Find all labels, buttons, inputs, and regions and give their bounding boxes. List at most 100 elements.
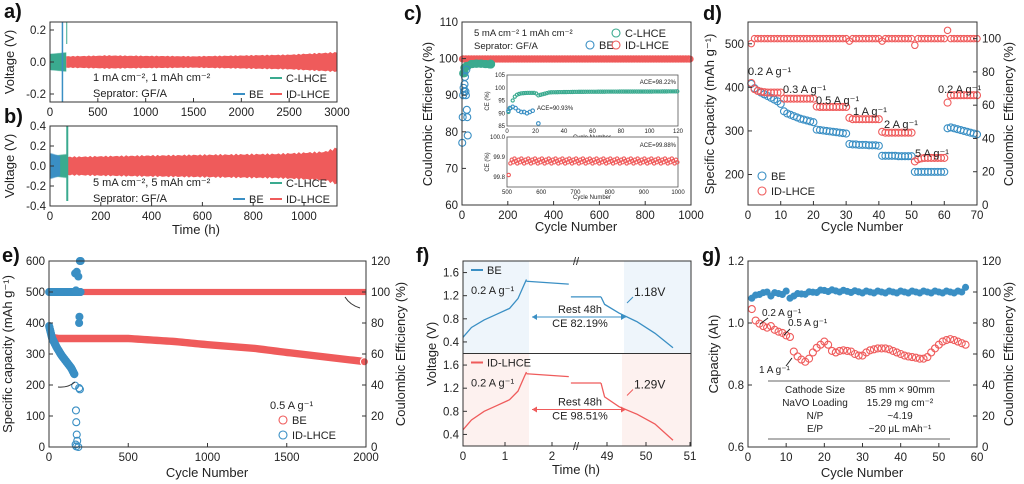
- inset-clhce-point: [664, 89, 669, 94]
- legend-c-idlhce-label: ID-LHCE: [625, 40, 669, 52]
- idlhce-capacity-point: [776, 88, 785, 97]
- capacity-point: [892, 348, 901, 357]
- y2-tick-label: 80: [371, 318, 384, 330]
- y2-tick-label: 40: [982, 133, 995, 145]
- panel-d-x-tick-label: 0: [745, 210, 751, 222]
- be-capacity-outlier: [73, 436, 82, 445]
- inset-clhce-point: [668, 89, 674, 94]
- y-tick-label: 200: [725, 170, 744, 182]
- y-tick-label: 500: [26, 287, 45, 299]
- idlhce-capacity-point: [809, 94, 818, 103]
- legend-a-be-label: BE: [249, 89, 264, 101]
- panel-c-y-label: Coulombic Efficiency (%): [420, 42, 435, 186]
- inset-clhce-point: [546, 90, 552, 95]
- inset-clhce-point: [514, 92, 520, 97]
- y-tick-label: 400: [725, 82, 744, 94]
- inset-clhce-point: [634, 89, 639, 94]
- inset-clhce-point: [649, 89, 654, 94]
- y2-tick-label: 60: [371, 349, 384, 361]
- y-tick-label: 400: [26, 318, 45, 330]
- clhce-ce-point: [486, 59, 496, 69]
- capacity-point: [835, 346, 844, 355]
- panel-a-x-tick-label: 1000: [133, 107, 159, 119]
- be-rest-start-curve: [526, 280, 569, 285]
- inset-clhce-point: [525, 90, 530, 96]
- inset-clhce-point: [658, 89, 663, 94]
- capacity-point: [881, 344, 890, 353]
- inset-clhce-point: [536, 93, 541, 98]
- panel-f-rest-label: Rest 48h: [558, 397, 602, 409]
- inset-clhce-point: [615, 89, 620, 94]
- panel-e-x-tick-label: 0: [46, 452, 52, 464]
- idlhce-capacity-point: [773, 88, 782, 97]
- inset-clhce-point: [510, 98, 515, 103]
- panel-d-x-tick-label: 60: [938, 210, 951, 222]
- be-capacity-point: [904, 152, 913, 161]
- inset-2-x-tick-label: 500: [502, 190, 513, 196]
- inset-clhce-point: [598, 89, 603, 94]
- legend-e-be-label: BE: [292, 415, 307, 427]
- panel-f-rate-label: 0.2 A g⁻¹: [471, 378, 514, 390]
- rate-arrow-icon: [785, 357, 793, 367]
- capacity-point: [904, 352, 913, 361]
- be-capacity-outlier: [71, 406, 80, 415]
- voltage-band-BE: [50, 152, 61, 180]
- table-param-value: 85 mm × 90mm: [865, 385, 935, 396]
- y2-tick-label: 100: [982, 287, 1001, 299]
- legend-e-be-swatch: [278, 415, 288, 425]
- panel-f-rate-label: 0.2 A g⁻¹: [471, 285, 514, 297]
- panel-b-x-tick-label: 800: [244, 211, 263, 223]
- y2-tick-label: 20: [371, 411, 384, 423]
- panel-g-x-tick-label: 40: [894, 452, 907, 464]
- be-capacity-outlier: [75, 385, 84, 394]
- rest-arrow-left-head-icon: [532, 406, 537, 413]
- table-param-value: ~20 μL mAh⁻¹: [869, 424, 932, 435]
- capacity-point: [770, 325, 779, 334]
- panel-f-rest-label: Rest 48h: [558, 304, 602, 316]
- y-tick-label: 1.0: [728, 318, 744, 330]
- ce-point: [958, 288, 966, 296]
- rate-label-0.2: 0.2 A g⁻¹: [762, 308, 802, 319]
- panel-f-label: f): [416, 245, 429, 267]
- panel-d-y-label: Specific Capacity (mAh g⁻¹): [702, 34, 717, 195]
- be-ce-outlier: [75, 312, 84, 321]
- inset-clhce-point: [625, 89, 631, 94]
- inset-clhce-point: [531, 90, 537, 96]
- y-tick-label: 90: [445, 90, 458, 102]
- ce-point: [937, 34, 945, 43]
- ce-point: [782, 287, 790, 295]
- y-tick-label: 300: [725, 126, 744, 138]
- inset-clhce-point: [602, 89, 607, 94]
- y-tick-label: -0.4: [26, 201, 46, 213]
- inset-clhce-point: [655, 89, 661, 94]
- y2-tick-label: 60: [982, 100, 995, 112]
- inset-clhce-point: [608, 89, 614, 94]
- inset-clhce-point: [606, 89, 612, 94]
- capacity-point: [774, 327, 783, 336]
- capacity-point: [942, 335, 951, 345]
- panel-a-x-tick-label: 500: [88, 107, 107, 119]
- inset-clhce-point: [647, 89, 652, 94]
- panel-c-x-tick-label: 400: [544, 210, 563, 222]
- panel-g-x-tick-label: 30: [856, 452, 869, 464]
- inset-clhce-point: [640, 89, 646, 94]
- inset-1-x-tick-label: 40: [561, 129, 568, 135]
- panel-a-x-tick-label: 0: [47, 107, 53, 119]
- y2-tick-label: 40: [982, 380, 995, 392]
- inset-clhce-point: [643, 89, 648, 94]
- be-ce-point: [462, 65, 471, 74]
- panel-b-x-tick-label: 400: [142, 211, 161, 223]
- capacity-point: [911, 353, 920, 362]
- capacity-point: [843, 346, 852, 355]
- capacity-point: [839, 346, 848, 355]
- inset-clhce-point: [585, 89, 590, 94]
- panel-g-y-label: Capacity (Ah): [706, 315, 721, 394]
- inset-2-x-tick-label: 900: [639, 190, 650, 196]
- inset-clhce-point: [568, 89, 573, 95]
- inset-clhce-point: [619, 89, 624, 94]
- idlhce-capacity-point: [904, 128, 913, 137]
- y-tick-label: 100: [26, 411, 45, 423]
- table-param-value: 15.29 mg cm⁻²: [867, 398, 934, 409]
- be-ce-point: [462, 105, 471, 114]
- be-capacity-outlier: [72, 430, 81, 439]
